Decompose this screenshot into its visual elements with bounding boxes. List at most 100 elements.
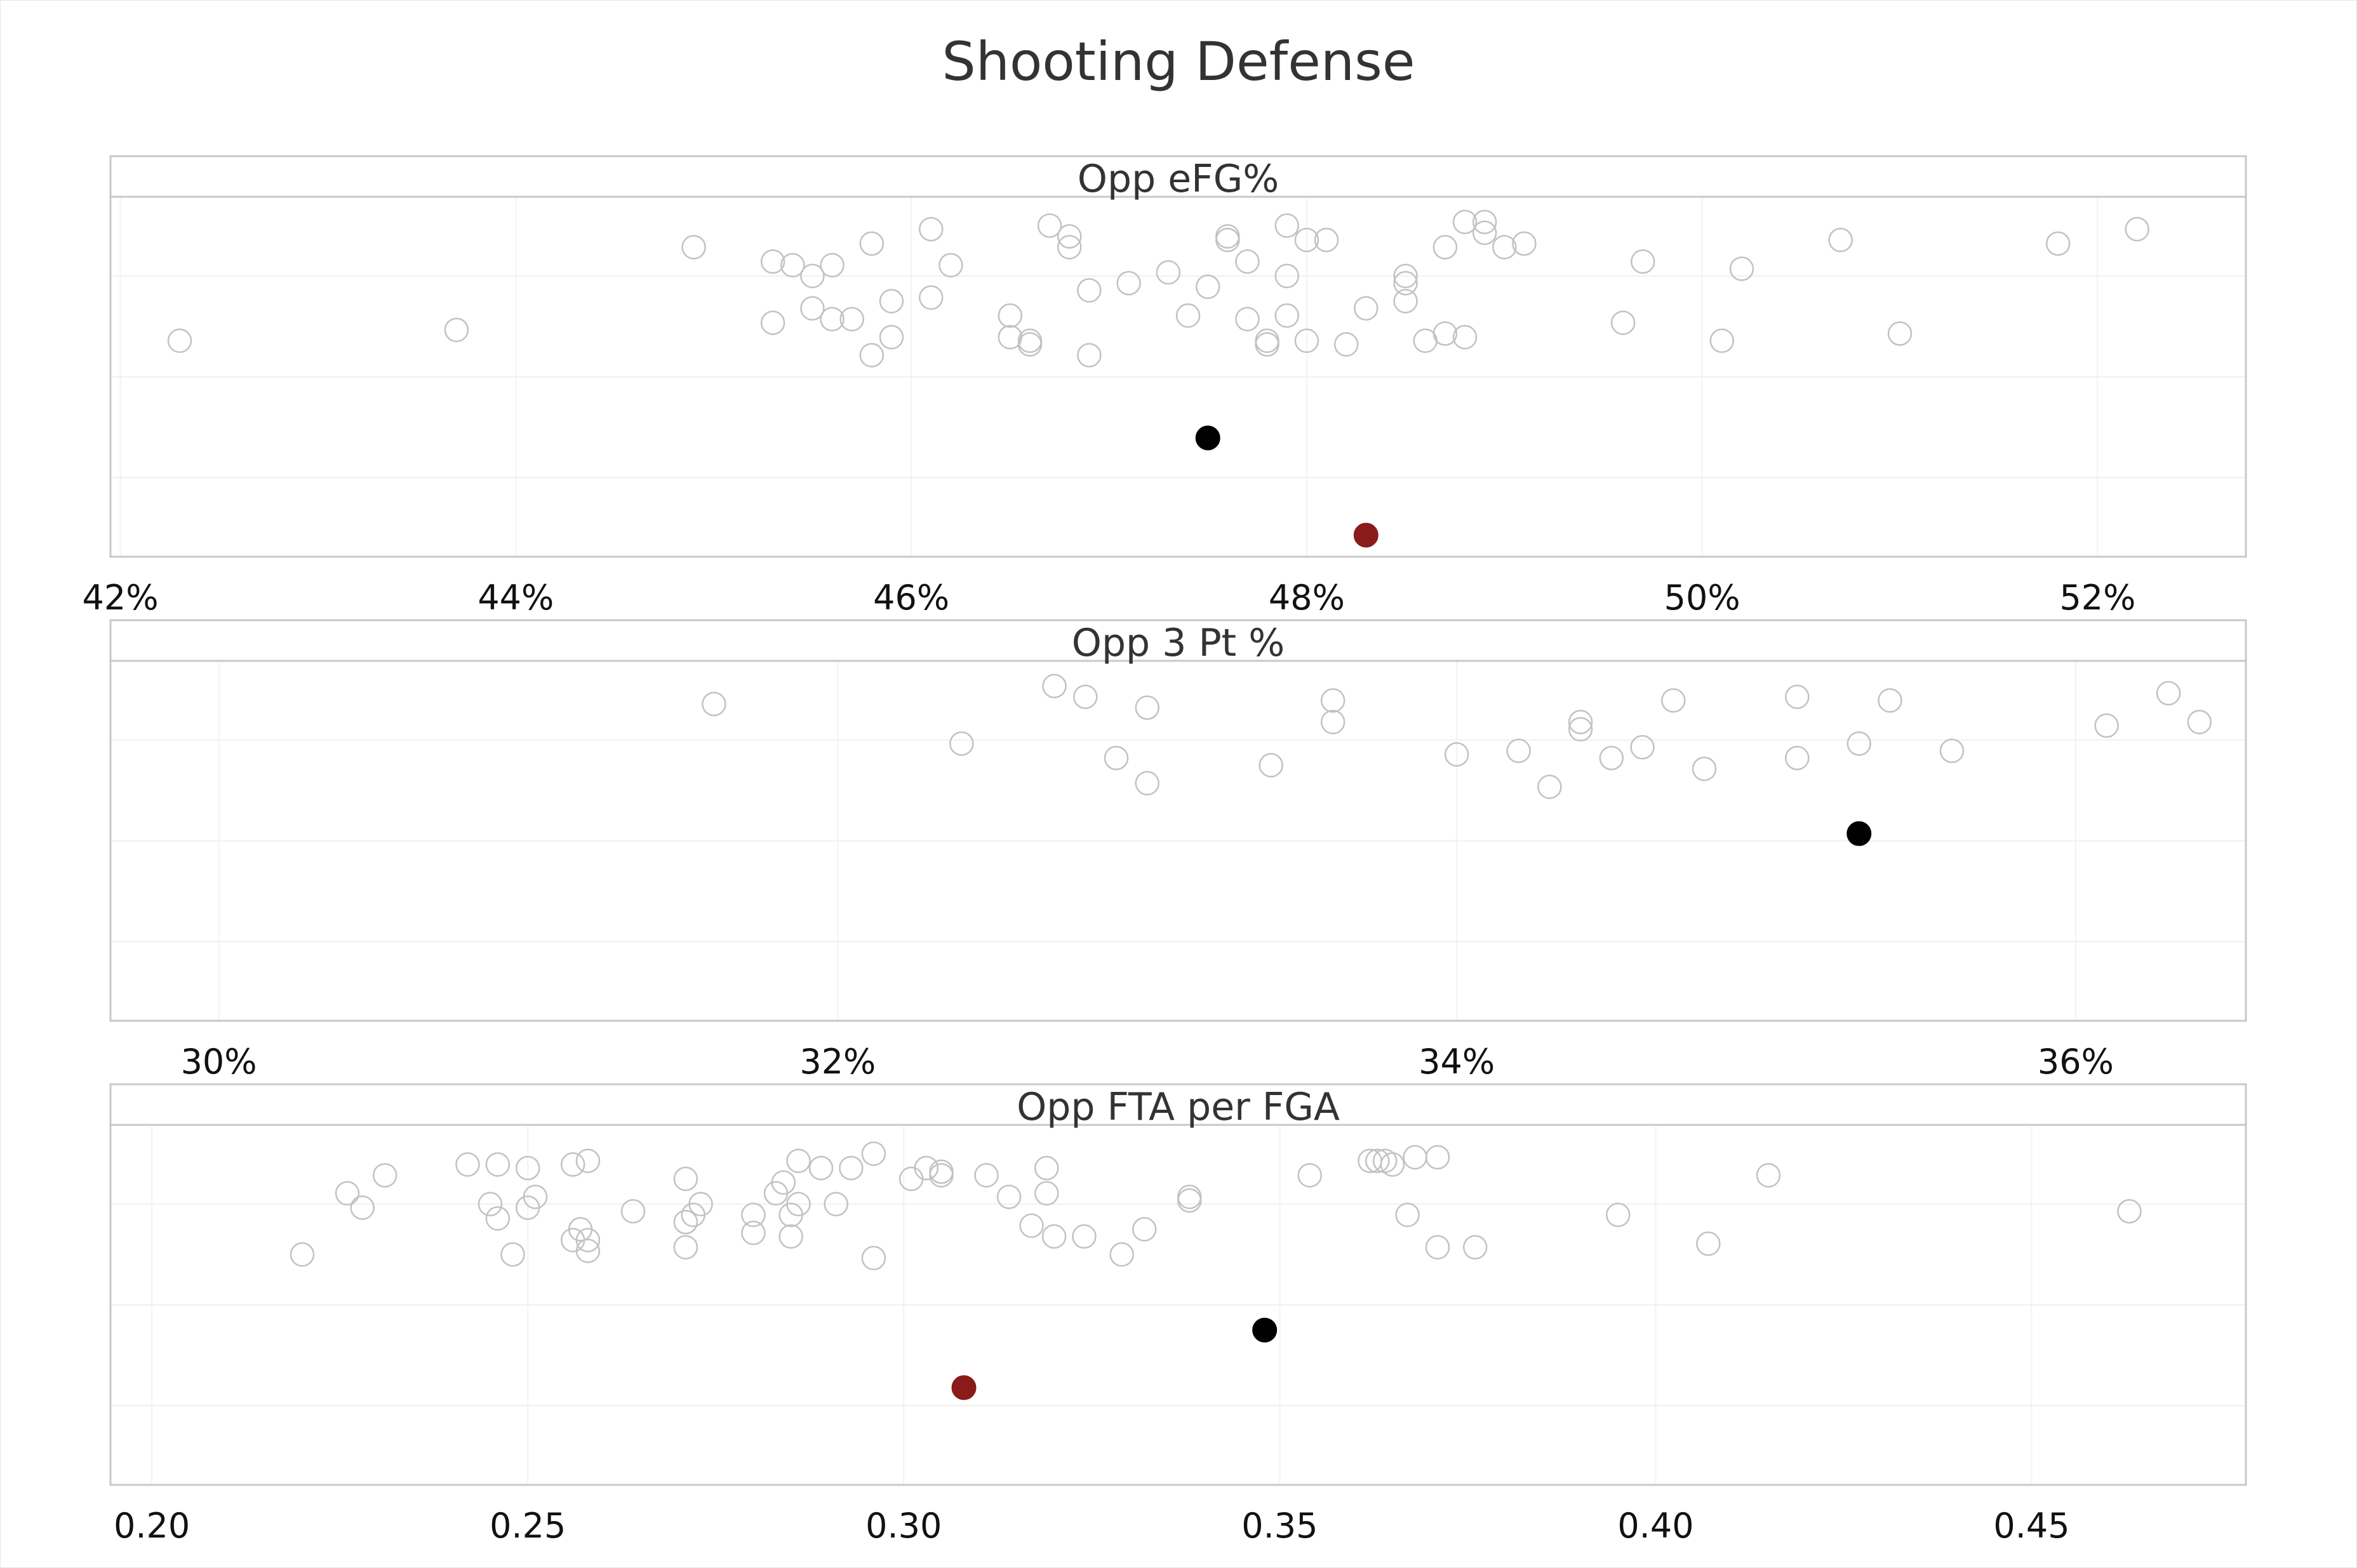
team-point: [1472, 209, 1497, 234]
team-point: [575, 1148, 601, 1173]
team-point: [500, 1242, 525, 1267]
team-point: [1395, 1202, 1420, 1227]
team-point: [1195, 274, 1220, 299]
team-point: [1135, 771, 1160, 796]
team-point: [1393, 263, 1418, 288]
team-point: [485, 1206, 511, 1231]
team-point: [1274, 213, 1300, 238]
highlight-point: [1195, 425, 1220, 451]
team-point: [1568, 710, 1593, 734]
x-tick-label: 0.25: [490, 1506, 566, 1546]
x-tick-label: 34%: [1419, 1042, 1495, 1082]
team-point: [561, 1152, 585, 1177]
team-point: [1077, 343, 1102, 368]
team-point: [477, 1192, 503, 1216]
team-point: [824, 1192, 848, 1216]
team-point: [1177, 1188, 1202, 1213]
team-point: [1887, 321, 1913, 346]
team-point: [1175, 303, 1201, 328]
team-point: [1432, 235, 1458, 260]
team-point: [485, 1152, 511, 1177]
team-point: [1235, 307, 1260, 332]
team-point: [1785, 745, 1810, 771]
team-point: [620, 1199, 646, 1224]
team-point: [1452, 324, 1478, 350]
team-point: [673, 1235, 698, 1260]
highlight-point: [1252, 1317, 1278, 1343]
team-point: [974, 1163, 999, 1188]
x-tick-label: 32%: [799, 1042, 876, 1082]
chart-title: Shooting Defense: [942, 30, 1415, 93]
team-point: [1314, 227, 1339, 253]
team-point: [1599, 745, 1624, 771]
panel-frame: [109, 619, 2247, 1022]
team-point: [673, 1166, 698, 1192]
team-point: [1452, 209, 1478, 234]
team-point: [760, 249, 785, 274]
x-tick-label: 36%: [2038, 1042, 2114, 1082]
team-point: [2094, 713, 2119, 738]
team-point: [808, 1155, 834, 1181]
team-point: [455, 1152, 480, 1177]
highlight-point: [1846, 821, 1872, 846]
team-point: [575, 1239, 601, 1263]
panel-frame: [109, 1083, 2247, 1486]
team-point: [1472, 220, 1497, 245]
x-tick-label: 30%: [181, 1042, 257, 1082]
team-point: [929, 1163, 954, 1188]
team-point: [1041, 1224, 1067, 1249]
team-point: [1380, 1152, 1405, 1177]
team-point: [820, 253, 845, 277]
team-point: [786, 1148, 811, 1173]
highlight-point: [1353, 522, 1379, 548]
team-point: [1109, 1242, 1134, 1267]
team-point: [681, 235, 706, 260]
team-point: [1393, 270, 1418, 296]
team-point: [1073, 684, 1098, 709]
team-point: [350, 1195, 375, 1220]
x-tick-label: 46%: [873, 578, 949, 618]
team-point: [1462, 1235, 1488, 1260]
team-point: [1072, 1224, 1097, 1249]
team-point: [1320, 688, 1345, 713]
team-point: [702, 691, 726, 717]
team-point: [1756, 1163, 1781, 1188]
team-point: [1017, 332, 1043, 357]
team-point: [741, 1220, 766, 1246]
team-point: [1393, 289, 1418, 314]
team-point: [167, 328, 192, 354]
x-tick-label: 0.20: [114, 1506, 190, 1546]
team-point: [1878, 688, 1902, 713]
team-point: [861, 1141, 886, 1166]
team-point: [780, 253, 805, 277]
x-tick-label: 0.35: [1241, 1506, 1318, 1546]
team-point: [1274, 303, 1300, 328]
team-point: [919, 216, 944, 242]
team-point: [1568, 717, 1593, 741]
team-point: [949, 731, 974, 756]
team-point: [778, 1224, 803, 1249]
x-tick-label: 0.30: [865, 1506, 942, 1546]
team-point: [1696, 1231, 1721, 1256]
highlight-point: [951, 1375, 977, 1400]
team-point: [2156, 681, 2181, 706]
team-point: [741, 1202, 766, 1227]
team-point: [1057, 235, 1082, 260]
team-point: [1709, 328, 1735, 354]
team-point: [1019, 1213, 1044, 1239]
team-point: [1444, 742, 1469, 767]
team-point: [839, 1155, 864, 1181]
team-point: [800, 296, 825, 321]
x-tick-label: 42%: [83, 578, 159, 618]
team-point: [1294, 227, 1319, 253]
team-point: [1297, 1163, 1322, 1188]
team-point: [1235, 249, 1260, 274]
team-point: [1116, 270, 1141, 296]
team-point: [515, 1155, 540, 1181]
team-point: [290, 1242, 315, 1267]
team-point: [2187, 710, 2212, 734]
team-point: [1034, 1155, 1059, 1181]
team-point: [1354, 296, 1379, 321]
team-point: [996, 1185, 1022, 1209]
